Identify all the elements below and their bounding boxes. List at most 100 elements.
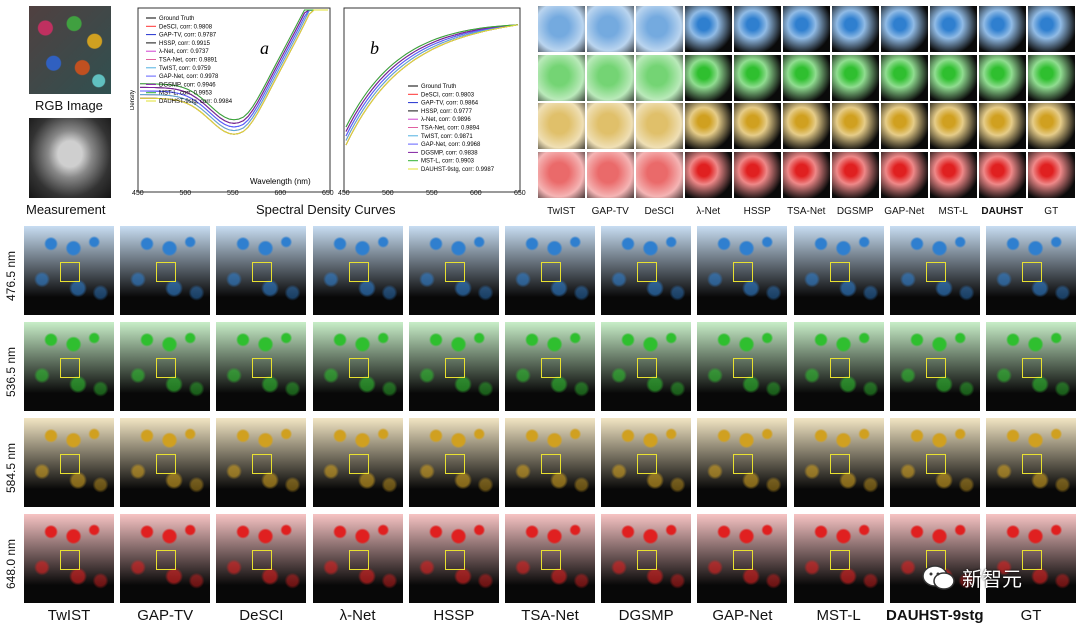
thumbnail-column-label: GAP-TV	[591, 206, 629, 217]
x-tick-label: 450	[338, 190, 350, 197]
method-label: λ-Net	[339, 607, 376, 624]
roi-box	[348, 454, 369, 474]
roi-box	[156, 262, 177, 282]
spectral-curve	[140, 9, 328, 124]
wavelength-label: 536.5 nm	[4, 346, 18, 397]
thumbnail-cell	[930, 6, 977, 52]
roi-box	[348, 358, 369, 378]
thumbnail-cell	[881, 151, 928, 198]
legend-entry: TSA-Net, corr: 0.9891	[159, 58, 218, 64]
reconstruction-cell	[408, 418, 499, 507]
thumbnail-cell	[1028, 103, 1075, 149]
thumbnail-column-label: DGSMP	[836, 206, 874, 217]
thumbnail-cell	[881, 6, 928, 52]
roi-box	[541, 550, 561, 570]
legend-entry: DGSMP, corr: 0.9838	[421, 150, 478, 156]
legend-entry: GAP-Net, corr: 0.9978	[159, 74, 219, 80]
thumbnail-cell	[832, 54, 879, 101]
legend-entry: TwIST, corr: 0.9871	[421, 134, 473, 140]
reconstruction-cell	[24, 418, 114, 507]
thumbnail-cell	[783, 6, 830, 52]
roi-box	[252, 358, 273, 378]
spectral-curve	[345, 24, 519, 132]
roi-box	[541, 454, 561, 474]
thumbnail-cell	[930, 54, 977, 101]
spectral-plot-a: Ground Truth DeSCI, corr: 0.9808 GAP-TV, c…	[130, 7, 331, 193]
reconstruction-cell	[408, 514, 499, 603]
method-label: TSA-Net	[521, 607, 579, 624]
wechat-icon	[922, 564, 955, 590]
roi-box	[1022, 262, 1042, 282]
roi-box	[444, 550, 465, 570]
reconstruction-cell	[505, 226, 595, 315]
measurement-image	[29, 118, 111, 198]
thumbnail-cell	[979, 151, 1026, 198]
roi-box	[156, 358, 177, 378]
reconstruction-cell	[601, 226, 692, 315]
rgb-image-label: RGB Image	[35, 98, 103, 113]
roi-box	[829, 454, 850, 474]
x-tick-label: 500	[382, 190, 394, 197]
roi-box	[348, 550, 369, 570]
watermark-text: 新智元	[962, 569, 1022, 591]
thumbnail-cell	[734, 103, 781, 149]
roi-box	[925, 454, 946, 474]
legend-entry: GAP-TV, corr: 0.9787	[159, 33, 217, 39]
reconstruction-cell	[986, 514, 1076, 603]
roi-box	[1022, 358, 1042, 378]
reconstruction-cell	[793, 322, 884, 411]
thumbnail-cell	[1028, 54, 1075, 101]
x-tick-label: 550	[426, 190, 438, 197]
method-label: TwIST	[47, 607, 91, 624]
thumbnail-column-label: DAUHST	[981, 206, 1024, 217]
thumbnail-cell	[734, 151, 781, 198]
thumbnail-cell	[930, 103, 977, 149]
legend-entry: Ground Truth	[159, 16, 194, 22]
reconstruction-cell	[408, 226, 499, 315]
thumbnail-cell	[685, 103, 732, 149]
rgb-image	[29, 6, 111, 94]
thumbnail-cell	[979, 6, 1026, 52]
thumbnail-column-label: HSSP	[743, 206, 771, 217]
roi-box	[829, 358, 850, 378]
legend-entry: GAP-Net, corr: 0.9968	[421, 142, 481, 148]
thumbnail-column-label: DeSCI	[644, 206, 674, 217]
reconstruction-cell	[793, 514, 884, 603]
reconstruction-cell	[889, 226, 980, 315]
reconstruction-cell	[24, 226, 114, 315]
reconstruction-cell	[697, 418, 788, 507]
roi-box	[60, 550, 80, 570]
method-label: MST-L	[816, 607, 861, 624]
reconstruction-cell	[986, 322, 1076, 411]
reconstruction-cell	[216, 514, 307, 603]
thumbnail-cell	[832, 151, 879, 198]
thumbnail-cell	[832, 6, 879, 52]
roi-box	[733, 358, 754, 378]
roi-box	[925, 358, 946, 378]
roi-box	[637, 262, 658, 282]
roi-box	[252, 454, 273, 474]
method-label: GAP-TV	[137, 607, 194, 624]
reconstruction-cell	[601, 418, 692, 507]
thumbnail-cell	[538, 151, 585, 198]
spectral-curve	[140, 9, 328, 135]
thumbnail-cell	[832, 103, 879, 149]
roi-box	[925, 262, 946, 282]
thumbnail-column-label: λ-Net	[696, 206, 721, 217]
reconstruction-cell	[120, 514, 211, 603]
x-tick-label: 650	[322, 190, 334, 197]
legend-entry: λ-Net, corr: 0.9737	[159, 49, 209, 55]
reconstruction-cell	[24, 514, 114, 603]
method-label: DeSCI	[239, 607, 284, 624]
x-tick-label: 450	[132, 190, 144, 197]
thumbnail-cell	[783, 54, 830, 101]
thumbnail-cell	[587, 103, 634, 149]
reconstruction-cell	[216, 226, 307, 315]
thumbnail-cell	[538, 6, 585, 52]
reconstruction-cell	[216, 322, 307, 411]
spectral-curve	[345, 24, 519, 137]
roi-box	[829, 262, 850, 282]
reconstruction-cell	[312, 322, 403, 411]
roi-box	[733, 550, 754, 570]
x-tick-label: 500	[179, 190, 192, 197]
